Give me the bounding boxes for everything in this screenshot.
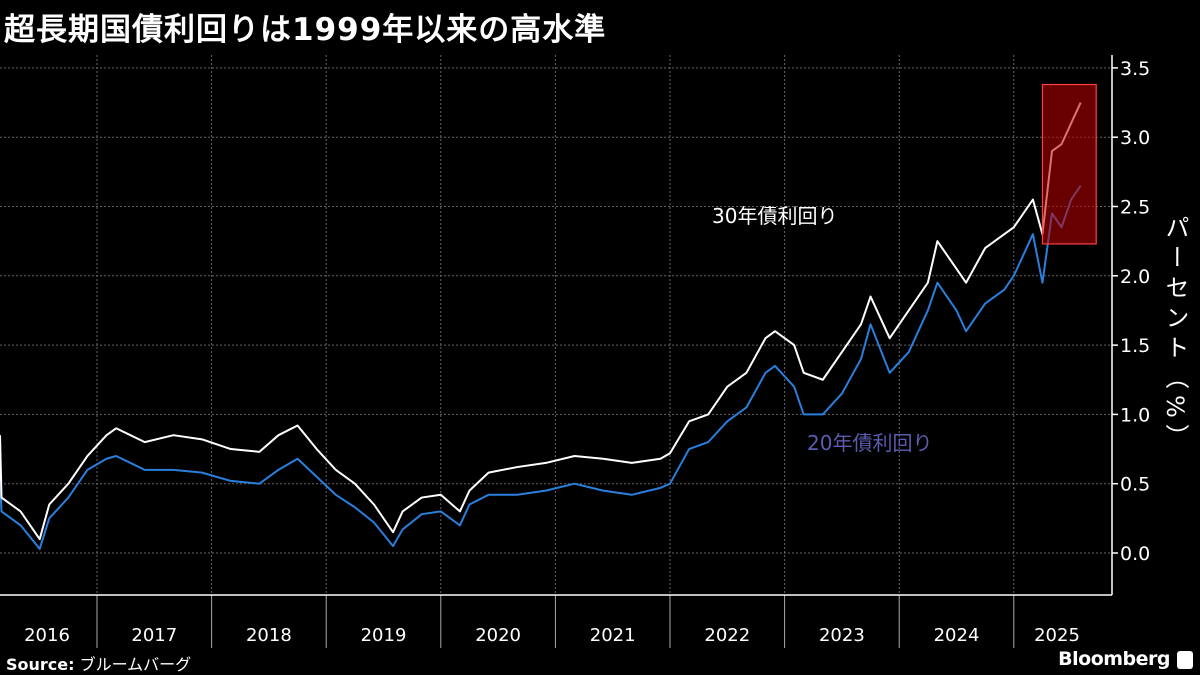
x-tick-label: 2016 <box>24 625 70 646</box>
y-tick-label: 0.0 <box>1120 543 1150 565</box>
x-tick-label: 2019 <box>361 625 407 646</box>
x-tick-label: 2017 <box>131 625 177 646</box>
y-tick-label: 3.0 <box>1120 127 1150 149</box>
x-tick-label: 2022 <box>704 625 750 646</box>
x-tick-label: 2018 <box>246 625 292 646</box>
highlight-box <box>1041 83 1097 245</box>
x-tick-label: 2020 <box>475 625 521 646</box>
series-label-20y: 20年債利回り <box>807 431 933 455</box>
source-label: Source: <box>6 655 75 674</box>
source-note: Source: ブルームバーグ <box>6 651 191 675</box>
y-tick-label: 0.5 <box>1120 474 1150 496</box>
x-tick-label: 2024 <box>934 625 980 646</box>
y-axis-label: パーセント（%） <box>1161 215 1189 454</box>
x-tick-label: 2025 <box>1034 625 1080 646</box>
series-line-20y <box>0 185 1082 550</box>
x-tick-label: 2023 <box>819 625 865 646</box>
bloomberg-icon <box>1177 651 1193 669</box>
y-tick-label: 3.5 <box>1120 58 1150 80</box>
x-tick-label: 2021 <box>590 625 636 646</box>
source-text: ブルームバーグ <box>79 655 192 674</box>
series-line-30y <box>0 102 1082 541</box>
y-tick-label: 1.5 <box>1120 335 1150 357</box>
y-tick-label: 2.0 <box>1120 266 1150 288</box>
y-tick-label: 1.0 <box>1120 404 1150 426</box>
y-tick-label: 2.5 <box>1120 197 1150 219</box>
chart-title: 超長期国債利回りは1999年以来の高水準 <box>4 12 607 48</box>
series-label-30y: 30年債利回り <box>712 204 838 228</box>
brand-logo: Bloomberg <box>1058 648 1170 670</box>
